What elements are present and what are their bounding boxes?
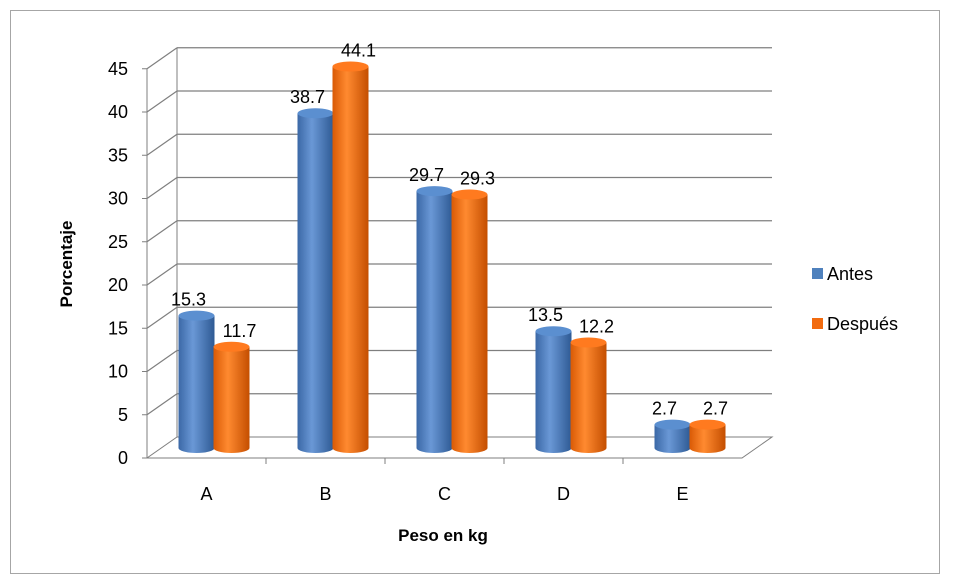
bar[interactable] xyxy=(535,326,572,453)
data-label: 2.7 xyxy=(652,399,677,419)
y-tick-label: 45 xyxy=(108,59,128,79)
bar-body xyxy=(332,66,369,453)
bar-top xyxy=(654,419,691,430)
bar-body xyxy=(535,331,572,453)
bar-body xyxy=(178,315,215,453)
bar[interactable] xyxy=(178,310,215,453)
y-tick-label: 20 xyxy=(108,275,128,295)
y-tick-label: 15 xyxy=(108,318,128,338)
bar-top xyxy=(416,186,453,197)
bar[interactable] xyxy=(689,419,726,453)
x-tick-label: D xyxy=(557,484,570,504)
legend-item-antes[interactable]: Antes xyxy=(812,264,873,284)
data-label: 29.3 xyxy=(460,169,495,189)
x-tick-label: A xyxy=(200,484,212,504)
bar-body xyxy=(570,342,607,453)
bars xyxy=(178,61,726,454)
data-label: 44.1 xyxy=(341,41,376,61)
data-label: 38.7 xyxy=(290,87,325,107)
y-tick-label: 35 xyxy=(108,145,128,165)
x-tick-label: E xyxy=(676,484,688,504)
bar[interactable] xyxy=(332,61,369,453)
bar-body xyxy=(416,191,453,453)
gridline-side xyxy=(146,47,178,70)
y-tick-label: 0 xyxy=(118,448,128,468)
gridline-side xyxy=(146,177,178,199)
bar-top xyxy=(178,310,215,321)
y-tick-label: 10 xyxy=(108,362,128,382)
gridline-side xyxy=(146,350,178,372)
legend-label-antes: Antes xyxy=(827,264,873,284)
bar-body xyxy=(689,424,726,453)
gridline-side xyxy=(146,263,178,286)
legend-swatch-antes xyxy=(812,268,823,279)
y-tick-label: 25 xyxy=(108,232,128,252)
bar[interactable] xyxy=(570,337,607,453)
bar-body xyxy=(213,346,250,453)
data-labels: 15.3 11.7 38.7 44.1 29.7 29.3 13.5 12.2 2.7 2.7 xyxy=(171,41,728,419)
gridline-side xyxy=(146,90,178,113)
y-tick-label: 40 xyxy=(108,102,128,122)
bar-top xyxy=(297,108,334,119)
x-tick-label: B xyxy=(319,484,331,504)
bar-body xyxy=(654,424,691,453)
gridline-side xyxy=(146,133,178,156)
bar-top xyxy=(689,419,726,430)
legend-swatch-despues xyxy=(812,318,823,329)
bar[interactable] xyxy=(297,108,334,454)
data-label: 2.7 xyxy=(703,399,728,419)
legend-label-despues: Después xyxy=(827,314,898,334)
data-label: 11.7 xyxy=(223,321,257,341)
bar[interactable] xyxy=(654,419,691,453)
legend-item-despues[interactable]: Después xyxy=(812,314,898,334)
bar[interactable] xyxy=(451,189,488,453)
data-label: 29.7 xyxy=(409,165,444,185)
bar[interactable] xyxy=(416,186,453,453)
y-tick-label: 5 xyxy=(118,405,128,425)
axes: 0 5 10 15 20 25 30 35 40 45 A B C D E xyxy=(108,59,742,504)
bar-top xyxy=(451,189,488,200)
bar-top xyxy=(570,337,607,348)
data-label: 15.3 xyxy=(171,290,206,310)
bar-body xyxy=(297,113,334,454)
bar-top xyxy=(535,326,572,337)
x-tick-label: C xyxy=(438,484,451,504)
bar[interactable] xyxy=(213,341,250,453)
data-label: 12.2 xyxy=(579,316,614,336)
gridline-side xyxy=(146,393,178,416)
data-label: 13.5 xyxy=(528,305,563,325)
legend: Antes Después xyxy=(812,264,898,334)
bar-top xyxy=(213,341,250,352)
gridline-side xyxy=(146,306,178,329)
y-axis-title: Porcentaje xyxy=(57,221,76,308)
bar-body xyxy=(451,194,488,453)
gridline-side xyxy=(146,220,178,243)
bar-top xyxy=(332,61,369,72)
x-axis-title: Peso en kg xyxy=(398,526,488,545)
y-tick-label: 30 xyxy=(108,189,128,209)
